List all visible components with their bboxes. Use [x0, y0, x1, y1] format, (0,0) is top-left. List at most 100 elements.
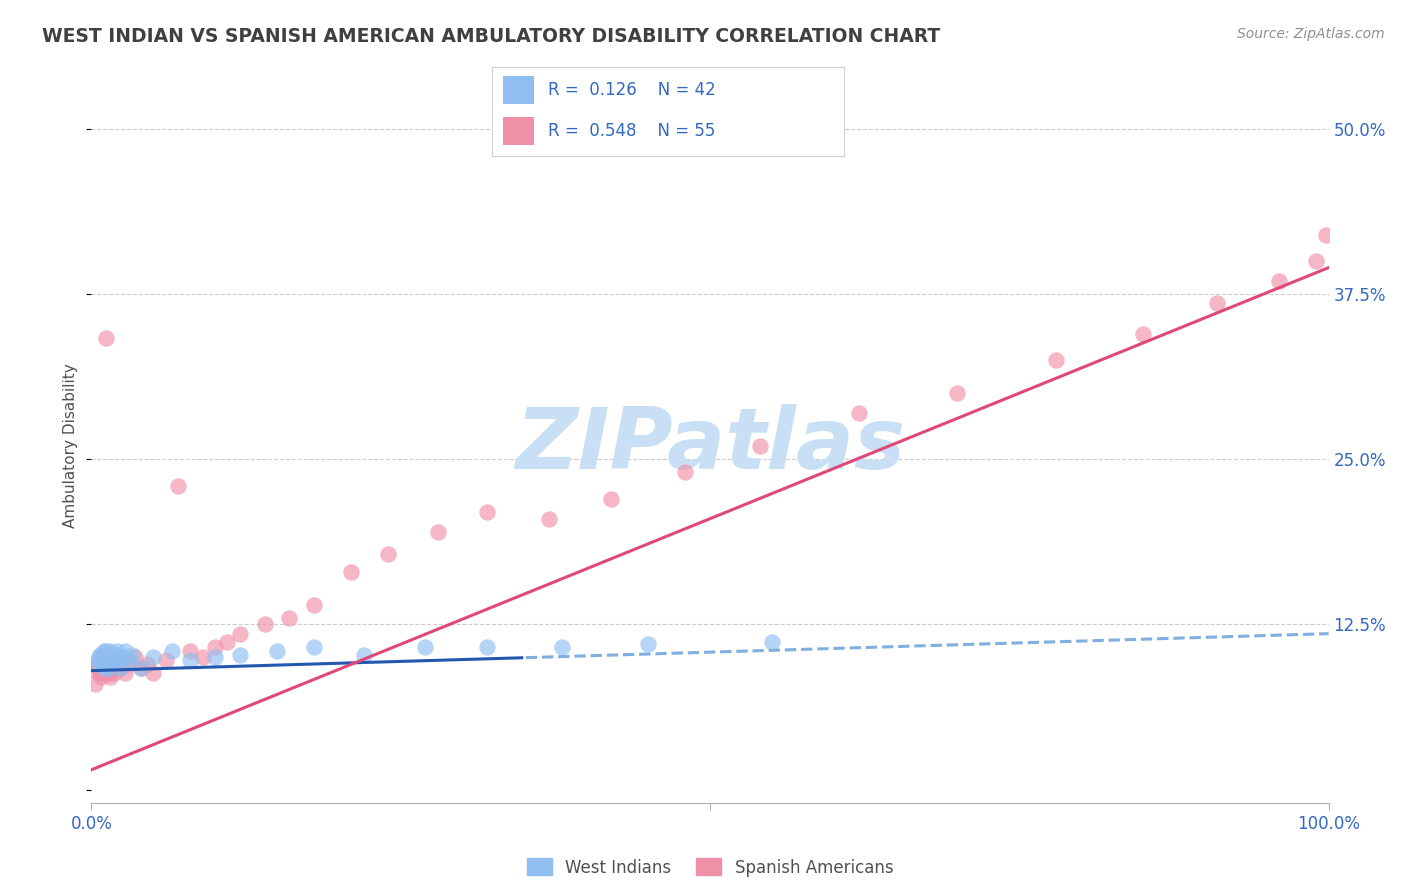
- Point: [93, 644, 115, 658]
- Point: [93, 661, 115, 675]
- Text: ZIPatlas: ZIPatlas: [515, 404, 905, 488]
- Point: [1315, 227, 1337, 242]
- Point: [179, 653, 201, 667]
- Point: [124, 650, 146, 665]
- Y-axis label: Ambulatory Disability: Ambulatory Disability: [63, 364, 79, 528]
- Point: [748, 439, 770, 453]
- Point: [91, 664, 114, 678]
- Point: [353, 648, 375, 662]
- Point: [105, 650, 128, 665]
- Point: [340, 565, 363, 579]
- Point: [600, 491, 623, 506]
- Point: [84, 677, 107, 691]
- Text: WEST INDIAN VS SPANISH AMERICAN AMBULATORY DISABILITY CORRELATION CHART: WEST INDIAN VS SPANISH AMERICAN AMBULATO…: [42, 27, 941, 45]
- Point: [100, 664, 122, 678]
- Point: [848, 406, 870, 420]
- Point: [117, 657, 139, 671]
- Point: [266, 644, 288, 658]
- Point: [673, 466, 696, 480]
- Point: [86, 653, 108, 667]
- Point: [96, 650, 118, 665]
- Point: [96, 653, 118, 667]
- Point: [93, 650, 115, 665]
- Point: [415, 640, 437, 654]
- Text: R =  0.126    N = 42: R = 0.126 N = 42: [548, 81, 716, 99]
- Point: [637, 637, 659, 651]
- Point: [97, 666, 120, 681]
- Text: R =  0.548    N = 55: R = 0.548 N = 55: [548, 122, 716, 140]
- Point: [204, 650, 226, 665]
- Point: [129, 661, 152, 675]
- Point: [96, 657, 118, 671]
- Point: [1045, 353, 1067, 368]
- Point: [204, 640, 226, 654]
- Point: [111, 657, 134, 671]
- Point: [105, 644, 128, 658]
- Point: [160, 644, 183, 658]
- Point: [97, 661, 120, 675]
- Point: [1132, 326, 1154, 341]
- Point: [136, 657, 159, 671]
- Point: [179, 644, 201, 658]
- Point: [107, 650, 129, 665]
- Point: [94, 653, 117, 667]
- Point: [86, 664, 108, 678]
- Point: [107, 653, 129, 667]
- Point: [377, 547, 399, 561]
- Point: [142, 666, 165, 681]
- Point: [96, 644, 118, 658]
- FancyBboxPatch shape: [503, 76, 534, 104]
- Point: [91, 657, 114, 671]
- Point: [96, 331, 118, 345]
- Point: [167, 478, 190, 492]
- Point: [98, 650, 121, 665]
- Point: [89, 648, 111, 662]
- Point: [1268, 274, 1291, 288]
- Point: [1305, 254, 1327, 268]
- Point: [121, 648, 143, 662]
- Point: [101, 657, 124, 671]
- Point: [101, 657, 124, 671]
- Point: [96, 661, 118, 675]
- Point: [191, 650, 214, 665]
- Point: [229, 626, 252, 640]
- Point: [129, 661, 152, 675]
- Point: [302, 640, 325, 654]
- Point: [87, 650, 110, 665]
- Point: [94, 666, 117, 681]
- Point: [89, 666, 111, 681]
- Point: [111, 650, 134, 665]
- Point: [108, 661, 131, 675]
- Text: Source: ZipAtlas.com: Source: ZipAtlas.com: [1237, 27, 1385, 41]
- Point: [1206, 296, 1229, 310]
- Point: [477, 505, 499, 519]
- Point: [142, 650, 165, 665]
- Point: [86, 657, 108, 671]
- Point: [761, 634, 783, 648]
- Point: [538, 511, 561, 525]
- Point: [105, 657, 128, 671]
- FancyBboxPatch shape: [503, 117, 534, 145]
- Point: [477, 640, 499, 654]
- Point: [86, 657, 108, 671]
- Point: [229, 648, 252, 662]
- Point: [108, 661, 131, 675]
- Point: [302, 598, 325, 612]
- Point: [104, 653, 127, 667]
- Point: [117, 653, 139, 667]
- Point: [103, 666, 125, 681]
- Point: [93, 657, 115, 671]
- Point: [100, 653, 122, 667]
- Point: [114, 666, 136, 681]
- Point: [114, 644, 136, 658]
- Point: [217, 634, 239, 648]
- Point: [155, 653, 177, 667]
- Point: [278, 611, 301, 625]
- Point: [103, 648, 125, 662]
- Point: [90, 670, 112, 684]
- Point: [946, 386, 969, 401]
- Point: [90, 653, 112, 667]
- Point: [87, 661, 110, 675]
- Point: [98, 644, 121, 658]
- Legend: West Indians, Spanish Americans: West Indians, Spanish Americans: [527, 858, 893, 877]
